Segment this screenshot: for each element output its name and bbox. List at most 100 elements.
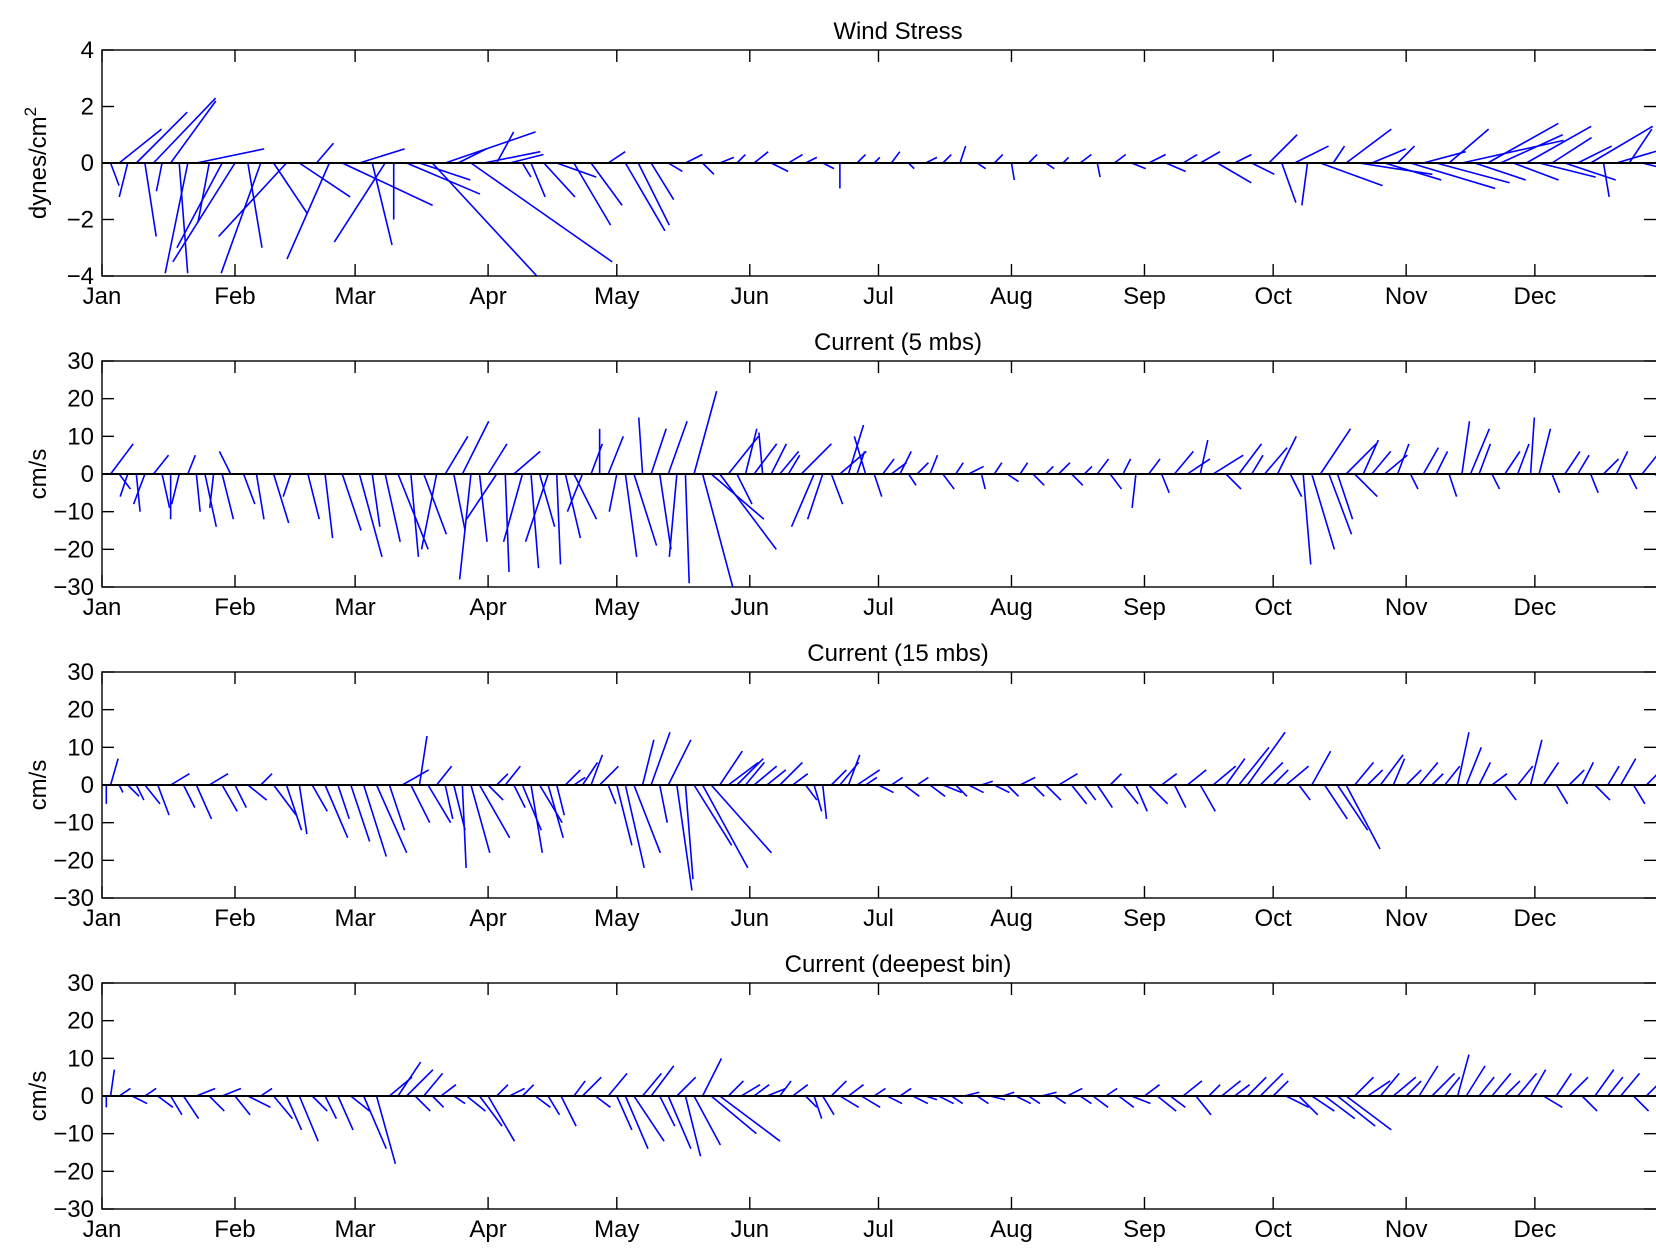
stick [1461,139,1564,164]
stick [1058,462,1071,475]
stick [234,784,248,808]
stick [1513,162,1559,181]
stick [410,784,431,824]
stick [1186,458,1211,475]
stick [1469,428,1491,475]
y-axis-label-text: cm/s [25,449,52,500]
stick [719,473,777,550]
stick [1096,458,1110,475]
x-tick-label-dec: Dec [1514,905,1557,932]
stick [1448,128,1490,164]
stick [1431,1072,1456,1097]
stick-group [105,1054,1656,1165]
stick [509,153,544,164]
stick [1263,447,1288,475]
stick [633,784,662,854]
y-axis-label: cm/s [25,1071,52,1122]
stick [1619,758,1637,786]
y-tick-label: 10 [67,423,94,450]
stick [1272,769,1289,786]
stick [504,765,521,786]
stick [298,784,308,835]
stick [1602,458,1620,475]
stick [333,162,386,243]
stick [543,162,576,198]
stick [566,473,584,512]
stick [1208,1084,1221,1097]
y-tick-label: 0 [81,1083,94,1110]
stick [710,784,773,854]
stick [157,784,170,816]
y-tick-label: 0 [81,150,94,177]
stick [1607,1076,1624,1097]
y-tick-label: 2 [81,94,94,121]
stick [1628,128,1653,164]
stick [821,784,828,819]
y-tick-label: 20 [67,1008,94,1035]
stick [118,128,163,164]
stick [1474,162,1526,181]
stick [144,162,157,237]
stick [1199,784,1217,812]
stick [1397,145,1416,164]
stick [341,162,433,207]
x-tick-label-sep: Sep [1123,594,1166,621]
stick [470,162,613,263]
stick [1113,153,1127,164]
stick [830,473,844,505]
stick [1298,784,1311,801]
stick [1311,1095,1335,1112]
stick [641,1072,662,1097]
stick [1006,784,1020,797]
stick [208,473,215,508]
stick [1015,1095,1032,1105]
x-tick-label-may: May [594,905,639,932]
stick [955,462,964,475]
stick [1517,1072,1538,1097]
stick [1311,473,1336,550]
stick [155,162,163,192]
stick [1577,145,1613,164]
stick [942,784,962,794]
stick [1212,765,1237,786]
stick [1109,473,1123,490]
stick [813,1095,823,1119]
stick [1079,1095,1092,1105]
stick [1105,1087,1118,1097]
stick [208,1095,225,1112]
x-tick-label-dec: Dec [1514,1216,1557,1243]
stick [478,473,488,542]
stick [1161,773,1178,786]
stick [1448,473,1458,497]
stick [1268,134,1298,164]
stick [573,1080,586,1097]
stick [564,769,581,786]
stick [530,473,540,569]
stick [770,443,788,475]
x-tick-label-aug: Aug [990,1216,1033,1243]
stick [1418,1065,1439,1097]
stick [916,462,929,475]
stick [753,1084,770,1097]
stick [701,784,749,869]
stick [633,1095,665,1142]
stick [272,1095,294,1120]
x-tick-label-aug: Aug [990,594,1033,621]
stick [401,769,430,786]
stick [285,784,303,831]
stick [1225,758,1246,786]
stick [1607,765,1620,786]
stick [1431,773,1444,786]
stick [220,162,262,274]
stick [1435,451,1449,475]
stick [766,1087,787,1097]
stick [701,1057,723,1097]
x-tick-label-mar: Mar [334,283,375,310]
stick [1354,1076,1375,1097]
x-tick-label-jun: Jun [730,283,769,310]
stick [397,1061,422,1097]
stick [453,1095,466,1105]
stick [170,773,190,786]
y-tick-label: −10 [53,1121,94,1148]
stick [633,473,658,546]
